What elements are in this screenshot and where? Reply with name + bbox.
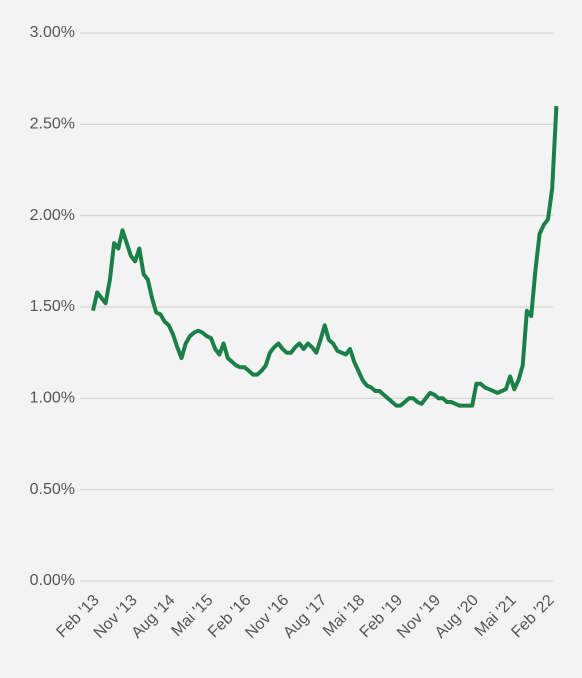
y-tick-label: 2.00% [30, 207, 75, 224]
y-tick-label: 3.00% [30, 24, 75, 41]
y-tick-label: 1.50% [30, 298, 75, 315]
y-tick-label: 0.50% [30, 481, 75, 498]
y-tick-label: 0.00% [30, 572, 75, 589]
data-line [91, 105, 559, 408]
y-tick-label: 2.50% [30, 116, 75, 133]
x-tick-label: Feb '22 [508, 592, 557, 641]
y-tick-label: 1.00% [30, 390, 75, 407]
